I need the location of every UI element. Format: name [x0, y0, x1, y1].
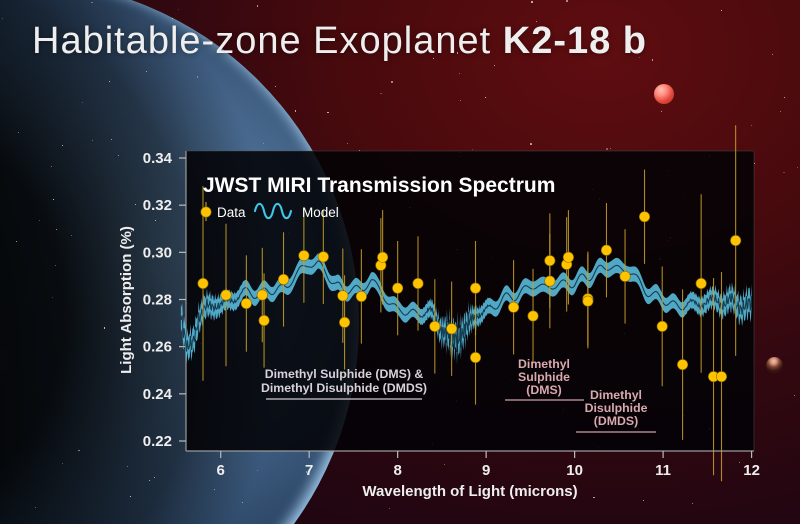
- svg-text:0.34: 0.34: [143, 150, 173, 167]
- svg-text:10: 10: [566, 462, 583, 479]
- svg-text:12: 12: [743, 462, 760, 479]
- svg-text:Disulphide: Disulphide: [585, 401, 648, 415]
- svg-text:(DMS): (DMS): [526, 383, 562, 397]
- svg-text:Data: Data: [217, 205, 246, 220]
- svg-text:7: 7: [305, 462, 313, 479]
- svg-text:Dimethyl: Dimethyl: [518, 357, 570, 371]
- svg-text:0.32: 0.32: [143, 197, 172, 214]
- svg-text:0.26: 0.26: [143, 339, 172, 356]
- svg-text:0.30: 0.30: [143, 244, 172, 261]
- svg-text:Model: Model: [302, 205, 339, 220]
- svg-text:Dimethyl Sulphide (DMS) &: Dimethyl Sulphide (DMS) &: [265, 367, 424, 381]
- svg-text:11: 11: [655, 462, 671, 479]
- svg-text:9: 9: [482, 462, 490, 479]
- svg-text:0.22: 0.22: [143, 433, 172, 450]
- svg-text:Sulphide: Sulphide: [518, 370, 570, 384]
- svg-text:6: 6: [217, 462, 225, 479]
- svg-text:JWST MIRI Transmission Spectru: JWST MIRI Transmission Spectrum: [203, 174, 555, 197]
- svg-text:(DMDS): (DMDS): [594, 414, 638, 428]
- svg-text:0.28: 0.28: [143, 292, 172, 309]
- svg-text:Dimethyl: Dimethyl: [590, 388, 642, 402]
- svg-text:8: 8: [393, 462, 401, 479]
- svg-text:Dimethyl Disulphide (DMDS): Dimethyl Disulphide (DMDS): [261, 381, 427, 395]
- svg-text:0.24: 0.24: [143, 386, 173, 403]
